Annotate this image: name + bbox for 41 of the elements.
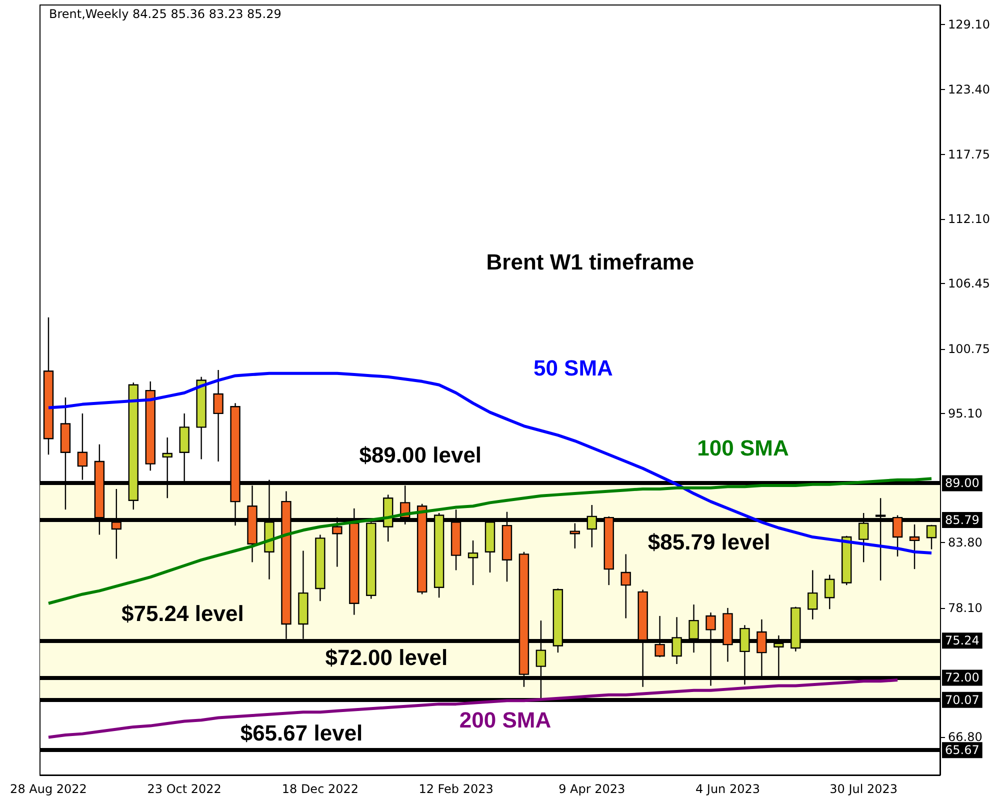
y-tick-label: 112.10 [948,212,990,226]
annotation: $75.24 level [121,601,244,626]
annotation: $65.67 level [240,720,363,746]
x-tick-label: 28 Aug 2022 [10,782,87,796]
annotation: $72.00 level [325,645,448,670]
y-tick-label: 100.75 [948,342,990,356]
x-tick-label: 4 Jun 2023 [695,782,760,796]
annotation: $85.79 level [648,529,770,554]
line-series [46,477,934,605]
ref-line-label: 75.24 [945,634,980,648]
y-tick-label: 129.10 [948,17,990,32]
ref-line-label: 70.07 [945,692,980,707]
ref-line-label: 85.79 [945,512,980,527]
candlestick [824,574,835,610]
x-tick-label: 18 Dec 2022 [282,782,359,796]
annotation: Brent W1 timeframe [486,250,694,274]
ref-line-label: 65.67 [945,743,980,758]
y-tick-label: 106.45 [948,276,990,291]
candlestick [808,570,818,620]
candlestick [213,369,224,462]
candlestick [926,524,937,550]
y-tick-label: 117.75 [948,147,990,162]
candlestick [909,524,920,570]
y-tick-label: 123.40 [948,82,990,97]
y-tick-label: 83.80 [948,536,982,550]
x-tick-label: 9 Apr 2023 [558,782,626,796]
series-label: 100 SMA [697,436,789,460]
ref-line-label: 89.00 [945,476,980,490]
x-tick-label: 12 Feb 2023 [418,782,494,796]
annotation: $89.00 level [359,442,482,468]
candlestick [468,540,478,586]
text: 50 SMA [533,356,614,380]
chart-title: Brent,Weekly 84.25 85.36 83.23 85.29 [49,7,282,21]
candlestick [620,554,631,619]
y-tick-label: 66.80 [948,730,982,744]
x-tick-label: 30 Jul 2023 [830,782,898,796]
ref-line-label: 72.00 [945,670,980,685]
y-tick-label: 95.10 [948,406,982,420]
y-tick-label: 78.10 [948,600,982,615]
x-tick-label: 23 Oct 2022 [147,782,222,796]
series-label: 200 SMA [459,708,552,732]
